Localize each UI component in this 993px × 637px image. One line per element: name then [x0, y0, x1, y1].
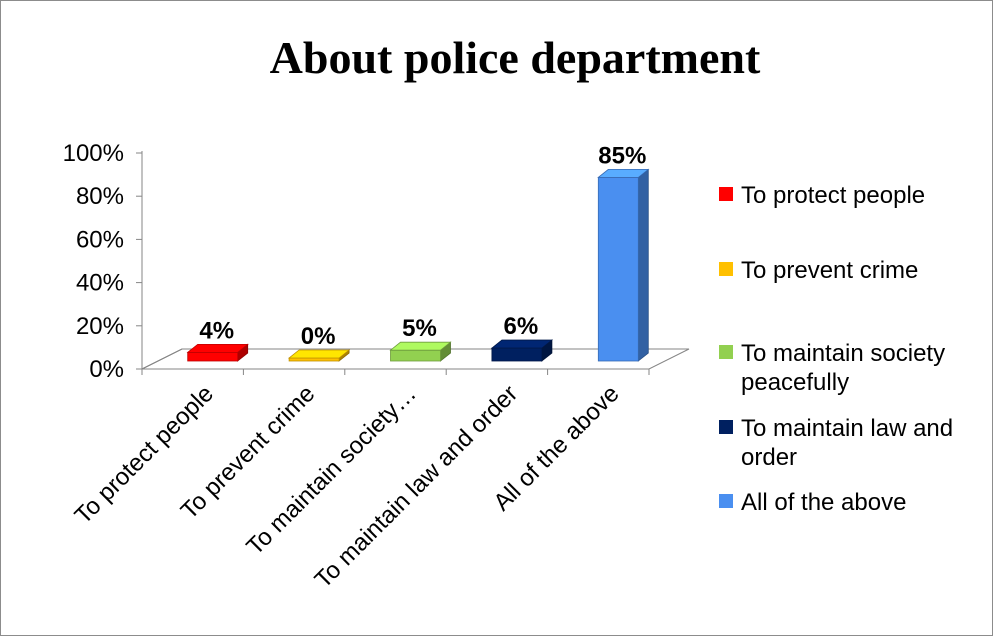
data-label: 6% [504, 313, 539, 340]
bar-top [186, 343, 249, 353]
data-label: 0% [301, 323, 336, 350]
legend-swatch [719, 420, 733, 434]
legend-label: To prevent crime [741, 257, 919, 284]
bar [288, 357, 340, 362]
y-tick-label: 20% [76, 313, 124, 340]
data-label: 4% [199, 317, 234, 344]
x-tick-label: To maintain society… [241, 380, 421, 560]
y-tick-label: 100% [63, 140, 124, 167]
x-tick-label: To maintain law and order [310, 380, 523, 593]
y-tick-label: 60% [76, 226, 124, 253]
legend-label: To maintain society peacefully [741, 340, 946, 396]
data-labels: 4% 0% 5% 6% 85% [199, 142, 646, 350]
bar [187, 351, 239, 362]
bar [491, 347, 543, 362]
legend-swatch [719, 345, 733, 359]
floor-depth-edge [141, 348, 183, 370]
bar-side [637, 168, 649, 362]
legend-label: To protect people [741, 182, 926, 209]
bar-top [490, 339, 554, 349]
legend-swatch [719, 187, 733, 201]
legend-label: All of the above [741, 489, 907, 516]
legend-label: To maintain law and order [741, 415, 954, 471]
legend-swatch [719, 494, 733, 508]
legend-swatch [719, 262, 733, 276]
y-tick-label: 80% [76, 183, 124, 210]
y-tick-label: 40% [76, 270, 124, 297]
axes: 0% 20% 40% 60% 80% 100% [63, 140, 690, 383]
bar-top [389, 341, 452, 351]
data-label: 85% [598, 142, 646, 169]
bar-top [597, 168, 650, 178]
bar [597, 176, 639, 362]
data-label: 5% [402, 315, 437, 342]
y-tick-label: 0% [89, 356, 124, 383]
bar [390, 349, 441, 362]
bars [186, 168, 650, 362]
bar-top [287, 349, 351, 359]
chart-title: About police department [269, 32, 761, 83]
